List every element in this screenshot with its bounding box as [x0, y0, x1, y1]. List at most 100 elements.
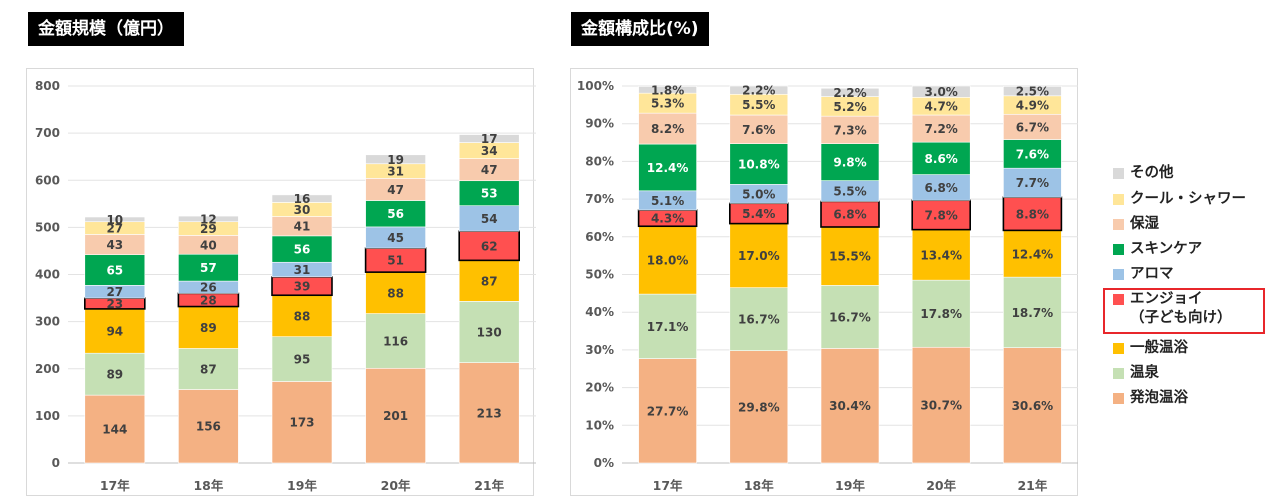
data-label: 5.1%: [651, 194, 684, 208]
legend-swatch: [1113, 219, 1124, 230]
bar-segment: [729, 114, 789, 144]
bar-segment: [458, 134, 520, 143]
data-label: 89: [200, 321, 217, 335]
legend-label: クール・シャワー: [1130, 191, 1246, 207]
data-label: 1.8%: [651, 83, 684, 97]
legend-item: エンジョイ （子ども向け）: [1113, 290, 1232, 326]
data-label: 173: [289, 416, 314, 430]
bar-segment: [178, 389, 239, 464]
data-label: 213: [477, 406, 502, 420]
data-label: 88: [294, 309, 311, 323]
bar-segment: [638, 143, 697, 192]
data-label: 5.5%: [742, 98, 775, 112]
legend-item: アロマ: [1113, 265, 1174, 287]
y-tick-label: 300: [35, 315, 60, 329]
legend-swatch: [1113, 244, 1124, 255]
legend-item: 温泉: [1113, 364, 1159, 386]
bar-segment: [84, 394, 146, 464]
data-label: 15.5%: [829, 250, 871, 264]
data-label: 30: [294, 203, 311, 217]
legend-label: 保湿: [1130, 216, 1159, 232]
bar-segment: [911, 85, 971, 98]
data-label: 29.8%: [738, 400, 780, 414]
data-label: 47: [481, 163, 498, 177]
bar-segment: [365, 367, 426, 464]
left-chart-title: 金額規模（億円）: [28, 12, 184, 46]
x-tick-label: 19年: [287, 478, 317, 493]
legend-swatch: [1113, 168, 1124, 179]
data-label: 53: [481, 187, 498, 201]
bar-segment: [178, 215, 239, 223]
bar-segment: [820, 226, 880, 286]
data-label: 5.0%: [742, 187, 775, 201]
y-tick-label: 70%: [585, 192, 614, 206]
y-tick-label: 40%: [585, 305, 614, 319]
data-label: 7.7%: [1016, 176, 1049, 190]
legend-swatch: [1113, 294, 1124, 305]
legend-label: 一般温浴: [1130, 340, 1188, 356]
legend-item: 一般温浴: [1113, 339, 1188, 361]
y-tick-label: 90%: [585, 117, 614, 131]
data-label: 8.6%: [925, 152, 958, 166]
bar-segment: [911, 229, 971, 281]
data-label: 43: [106, 238, 123, 252]
bar-segment: [458, 260, 520, 302]
data-label: 12: [200, 212, 217, 226]
y-tick-label: 0: [52, 456, 60, 470]
bar-segment: [178, 253, 239, 282]
composition-ratio-chart: 0% 10% 20% 30% 40% 50% 60% 70% 80% 90% 100% 27.7% 17…: [577, 79, 1078, 493]
x-tick-label: 21年: [474, 478, 504, 493]
data-label: 45: [387, 231, 404, 245]
data-label: 23: [106, 297, 123, 311]
y-tick-label: 600: [35, 173, 60, 187]
data-label: 5.2%: [833, 100, 866, 114]
legend-item: その他: [1113, 164, 1174, 186]
data-label: 31: [294, 263, 311, 277]
bar-segment: [911, 279, 971, 348]
legend: その他 クール・シャワー 保湿 スキンケア アロマ エンジョイ （子ども向け） 一般温浴 温泉発…: [1103, 164, 1285, 424]
data-label: 29: [200, 222, 217, 236]
data-label: 57: [200, 261, 217, 275]
data-label: 28: [200, 293, 217, 307]
y-tick-label: 800: [35, 79, 60, 93]
bar-segment: [1003, 347, 1062, 464]
legend-label: その他: [1130, 165, 1174, 181]
legend-label: アロマ: [1130, 266, 1174, 282]
data-label: 30.6%: [1012, 399, 1054, 413]
data-label: 62: [481, 239, 498, 253]
data-label: 18.7%: [1012, 306, 1054, 320]
bar-segment: [729, 350, 789, 464]
data-label: 7.8%: [925, 208, 958, 222]
legend-label-sub: （子ども向け）: [1130, 310, 1232, 326]
data-label: 87: [481, 274, 498, 288]
y-tick-label: 30%: [585, 343, 614, 357]
amount-scale-chart: 0100200300400500600700800144899423276543…: [35, 79, 536, 493]
data-label: 54: [481, 212, 498, 226]
x-tick-label: 17年: [653, 478, 683, 493]
bar-segment: [178, 348, 239, 390]
data-label: 89: [106, 368, 123, 382]
data-label: 95: [294, 353, 311, 367]
bar-segment: [638, 112, 697, 145]
data-label: 16.7%: [738, 313, 780, 327]
data-label: 56: [294, 243, 311, 257]
bar-segment: [1003, 276, 1062, 348]
legend-swatch: [1113, 343, 1124, 354]
data-label: 16: [294, 192, 311, 206]
y-tick-label: 500: [35, 220, 60, 234]
x-tick-label: 18年: [193, 478, 223, 493]
x-tick-label: 20年: [926, 478, 956, 493]
bar-segment: [84, 254, 146, 286]
data-label: 6.7%: [1016, 120, 1049, 134]
data-label: 2.5%: [1016, 85, 1049, 99]
bar-segment: [729, 287, 789, 351]
bar-segment: [178, 306, 239, 349]
data-label: 201: [383, 409, 408, 423]
data-label: 2.2%: [833, 86, 866, 100]
y-tick-label: 10%: [585, 418, 614, 432]
bar-segment: [365, 313, 426, 369]
legend-label: 発泡温浴: [1130, 390, 1188, 406]
bar-segment: [820, 143, 880, 181]
y-tick-label: 400: [35, 268, 60, 282]
data-label: 7.3%: [833, 123, 866, 137]
